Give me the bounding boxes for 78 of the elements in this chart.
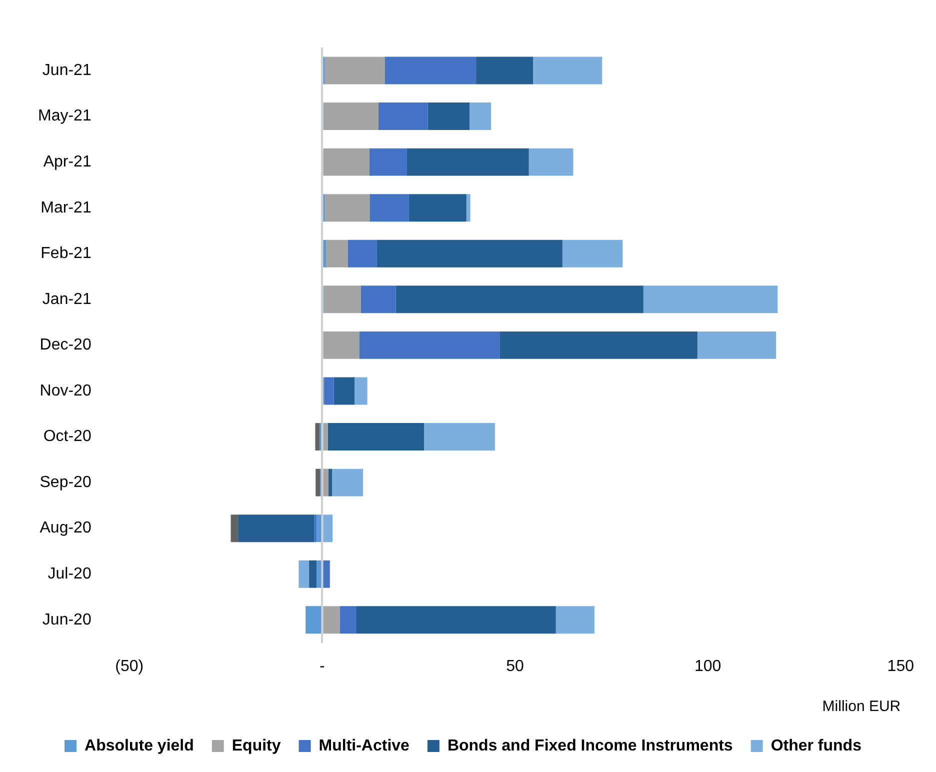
x-tick-label: -: [320, 658, 325, 675]
legend-label: Multi-Active: [318, 737, 410, 754]
bar: [360, 286, 396, 314]
bar: [230, 514, 238, 542]
bar: [324, 194, 370, 222]
bar: [316, 560, 322, 588]
y-tick-label: Nov-20: [40, 382, 92, 400]
bar: [396, 286, 644, 314]
bar: [562, 240, 623, 268]
x-axis-title: Million EUR: [822, 698, 901, 716]
x-tick-label: 150: [887, 658, 914, 675]
y-tick-label: Feb-21: [40, 245, 92, 262]
bar: [324, 56, 385, 84]
bar: [643, 286, 778, 314]
bar: [356, 606, 556, 634]
bar: [323, 468, 328, 496]
bar: [500, 331, 698, 359]
bar: [359, 331, 500, 359]
bar: [370, 194, 409, 222]
x-tick-label: (50): [115, 658, 144, 675]
y-tick-label: Jan-21: [42, 290, 92, 308]
bar: [323, 240, 326, 268]
bar: [314, 514, 317, 542]
bar: [376, 240, 562, 268]
bar: [323, 514, 333, 542]
bar: [469, 102, 492, 130]
bar: [697, 331, 776, 359]
bar: [323, 331, 360, 359]
bar: [406, 148, 529, 176]
bar: [408, 194, 466, 222]
bar: [328, 423, 424, 451]
bar: [323, 606, 340, 634]
y-tick-label: Mar-21: [40, 199, 92, 216]
bar: [316, 514, 322, 542]
x-tick-label: 50: [506, 658, 524, 675]
bar: [323, 560, 330, 588]
bar: [306, 606, 322, 634]
legend-label: Other funds: [770, 737, 862, 754]
bar: [378, 102, 428, 130]
bar: [309, 560, 317, 588]
bar: [354, 377, 368, 405]
bar: [324, 377, 334, 405]
bar: [528, 148, 574, 176]
y-tick-label: Aug-20: [40, 520, 92, 537]
bar: [340, 606, 356, 634]
bar: [424, 423, 495, 451]
bar: [334, 377, 355, 405]
y-tick-label: Jun-21: [42, 62, 92, 79]
bar: [316, 468, 320, 496]
bar: [324, 286, 361, 314]
bar: [466, 194, 470, 222]
bar: [348, 240, 377, 268]
bar: [323, 148, 370, 176]
bar: [476, 56, 534, 84]
y-tick-label: Jun-20: [42, 611, 92, 628]
legend-label: Absolute yield: [84, 737, 194, 754]
y-tick-label: Oct-20: [43, 428, 92, 446]
bar: [556, 606, 594, 634]
y-tick-label: Dec-20: [40, 336, 92, 354]
bar: [369, 148, 407, 176]
bar: [428, 102, 470, 130]
bar: [323, 423, 328, 451]
bar: [315, 423, 320, 451]
y-tick-label: May-21: [38, 108, 92, 125]
legend-label: Bonds and Fixed Income Instruments: [447, 737, 733, 754]
bar: [332, 468, 364, 496]
x-tick-label: 100: [694, 658, 722, 675]
bar: [323, 102, 378, 130]
bar: [238, 514, 314, 542]
y-tick-label: Sep-20: [40, 474, 92, 491]
bar: [298, 560, 310, 588]
bar: [328, 468, 332, 496]
bar: [326, 240, 348, 268]
bar: [384, 56, 476, 84]
legend-label: Equity: [232, 737, 281, 754]
bar: [533, 56, 602, 84]
y-tick-label: Jul-20: [48, 566, 92, 583]
y-tick-label: Apr-21: [43, 153, 92, 170]
